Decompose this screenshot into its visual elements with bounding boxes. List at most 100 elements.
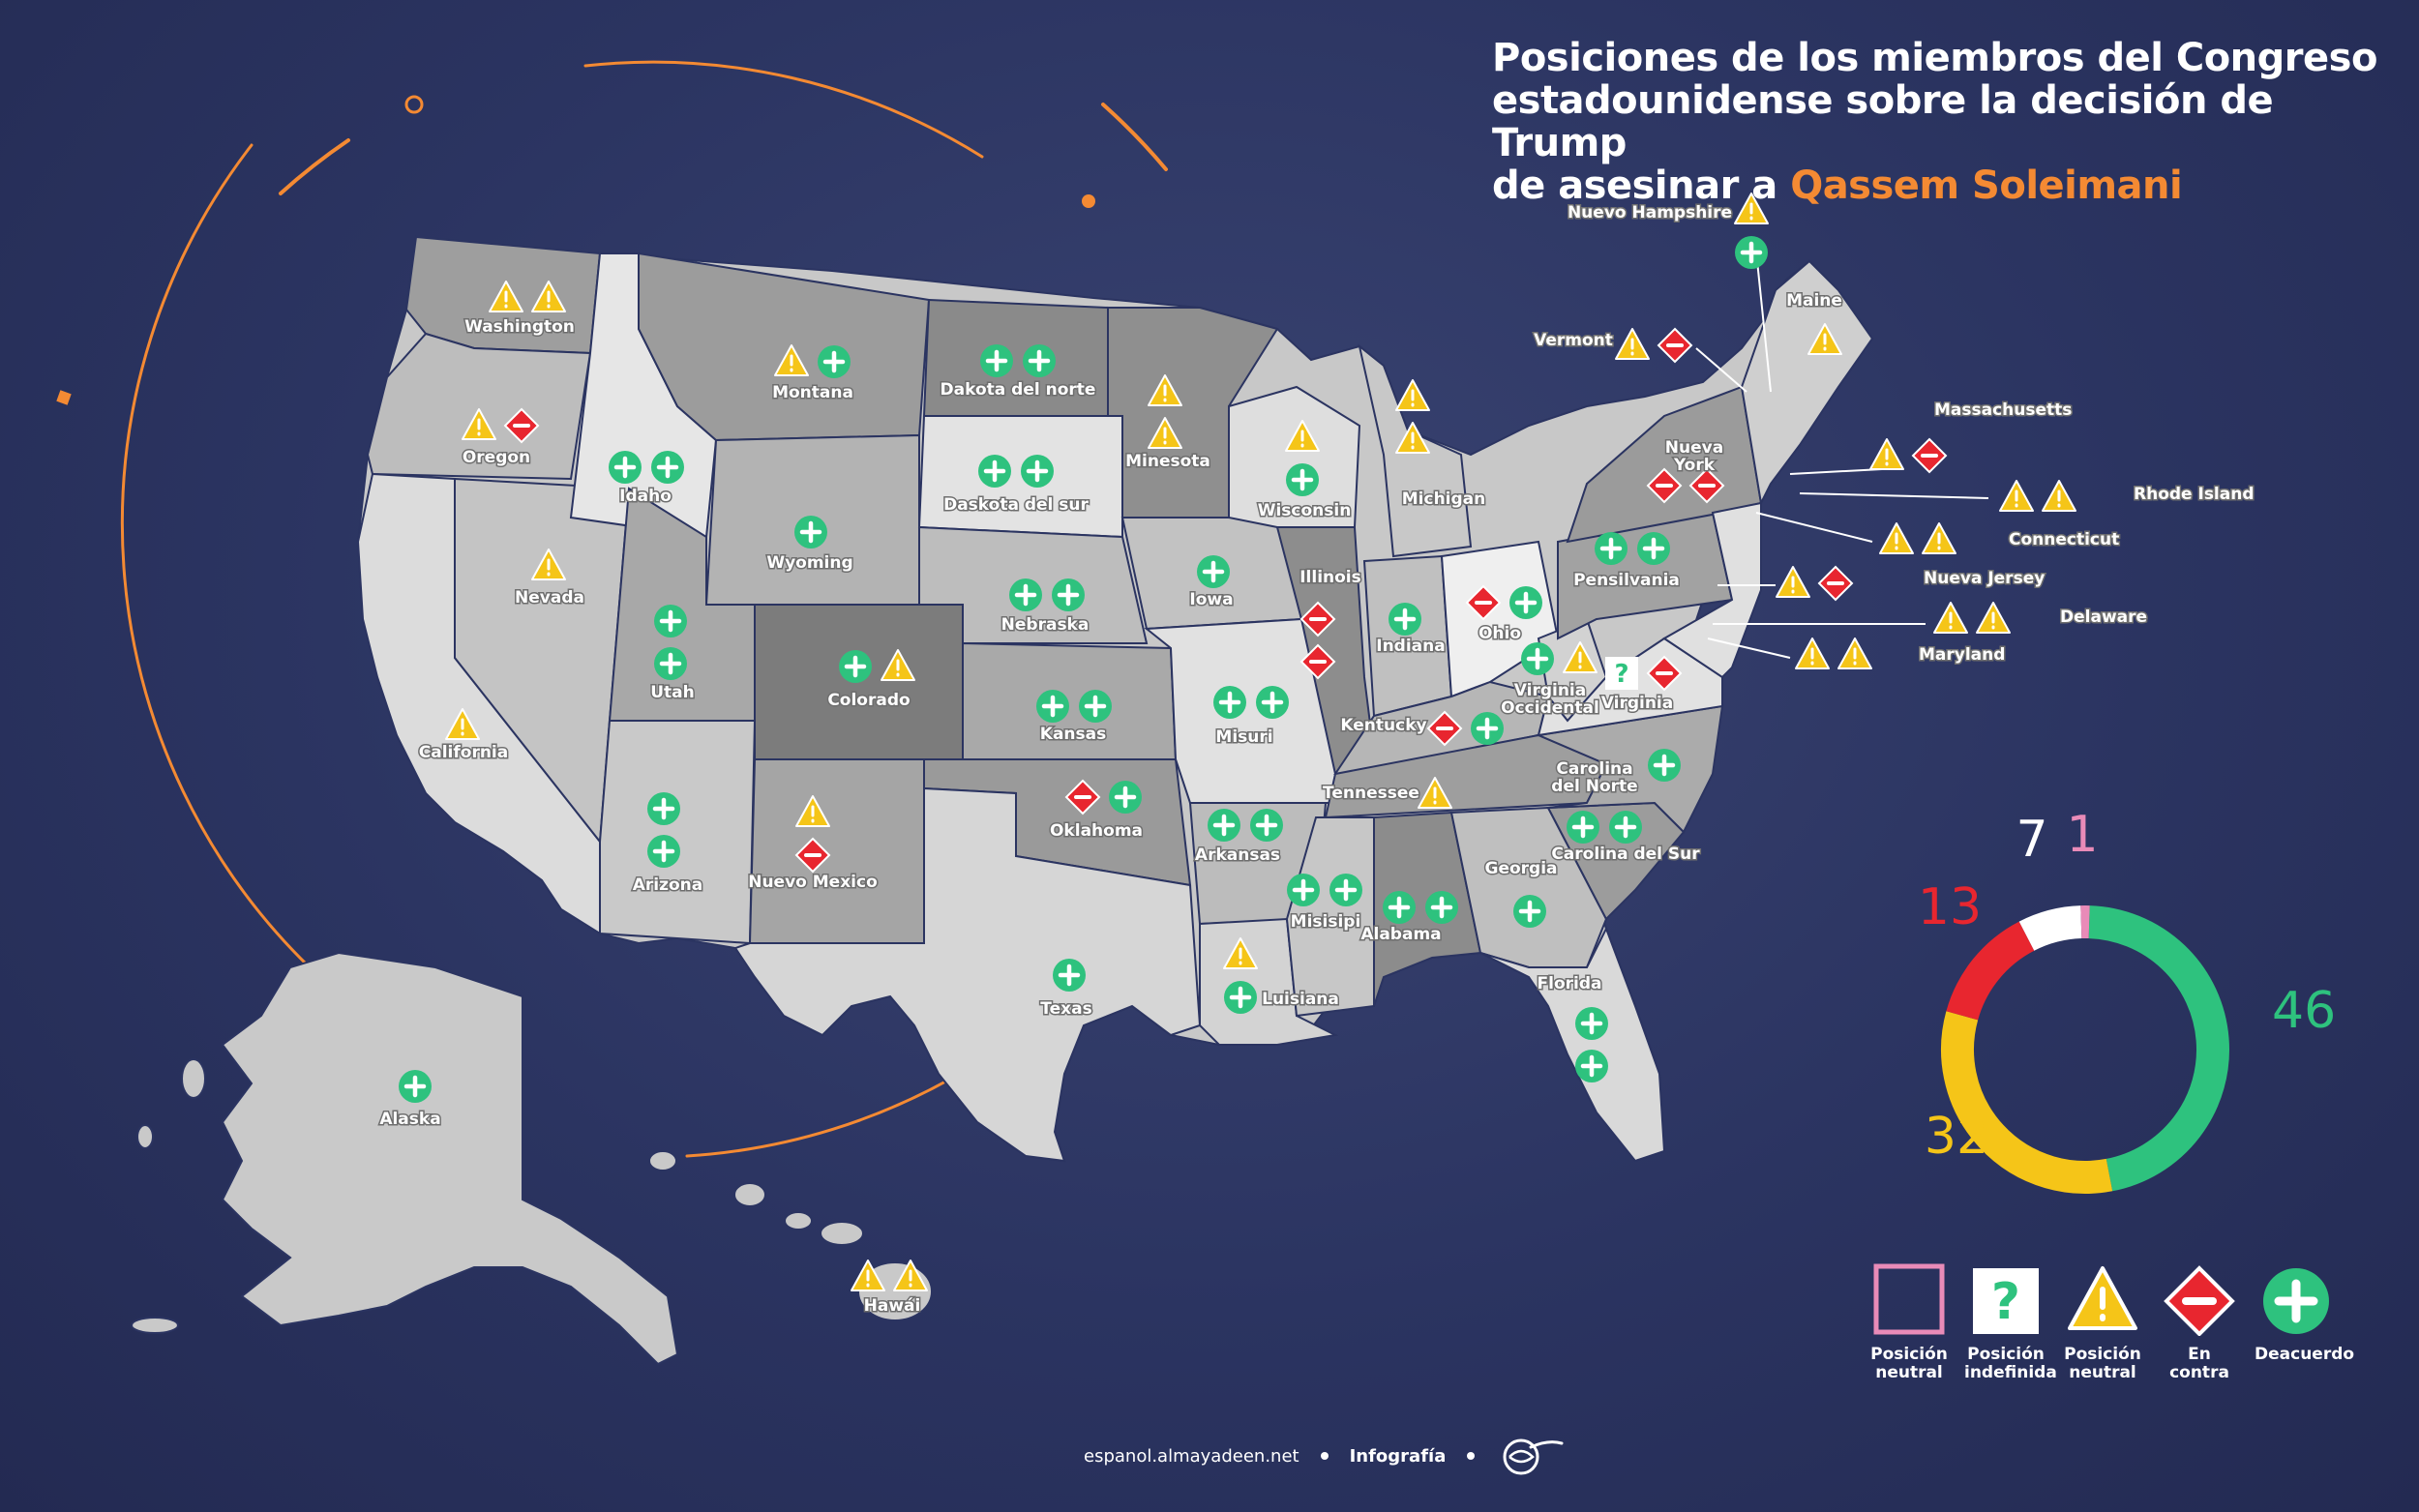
state-tile-oregon [366, 332, 592, 481]
neutral-warning-icon [445, 708, 480, 740]
agree-plus-icon [647, 835, 680, 868]
state-idaho: Idaho [609, 451, 684, 508]
against-minus-icon [1646, 655, 1683, 692]
state-delaware: Delaware [1933, 602, 2149, 634]
agree-plus-icon [654, 647, 687, 680]
state-label: Virginia [1514, 681, 1586, 700]
arc-dot-hollow [404, 95, 424, 114]
state-rhode-island: Rhode Island [1999, 480, 2255, 512]
agree-plus-icon [1250, 809, 1283, 842]
state-texas: Texas [1039, 959, 1093, 1021]
state-label: Wyoming [766, 553, 852, 573]
state-label: Nebraska [1001, 615, 1090, 635]
agree-plus-icon [1509, 586, 1542, 619]
undefined-question-icon: ? [1605, 657, 1638, 690]
state-label: Idaho [619, 487, 672, 506]
neutral-warning-icon [1807, 323, 1842, 355]
arc-bottom [685, 1067, 970, 1158]
agree-plus-icon [654, 605, 687, 637]
state-label: Wisconsin [1258, 501, 1352, 520]
footer-separator-dot [1467, 1452, 1476, 1460]
footer-site[interactable]: espanol.almayadeen.net [1084, 1445, 1299, 1467]
state-michigan: Michigan [1395, 379, 1487, 511]
agree-plus-icon [1567, 811, 1599, 844]
footer-section: Infografía [1349, 1445, 1447, 1467]
agree-plus-icon [1023, 344, 1056, 377]
agree-plus-icon [1208, 809, 1240, 842]
page-title: Posiciones de los miembros del Congreso … [1492, 37, 2382, 207]
state-tile-sd [917, 415, 1123, 539]
neutral-warning-icon [1418, 777, 1452, 809]
state-markers: Washington Oregon California Nevada Idaho Mon… [378, 193, 2255, 1318]
state-alaska: Alaska [378, 1070, 442, 1131]
state-florida: Florida [1536, 973, 1608, 1082]
agree-plus-icon [818, 345, 851, 378]
agree-plus-icon [1575, 1050, 1608, 1082]
agree-plus-icon [1383, 891, 1416, 924]
neutral-warning-icon [851, 1260, 885, 1291]
agree-plus-icon [2263, 1268, 2329, 1334]
state-label: Colorado [827, 691, 910, 710]
agree-plus-icon [1197, 555, 1230, 588]
donut-segment-neutral [1941, 1011, 2113, 1194]
neutral-warning-icon [531, 548, 566, 580]
state-wyoming: Wyoming [765, 516, 854, 575]
state-indiana: Indiana [1375, 603, 1447, 658]
donut-segment-undefined [2018, 905, 2082, 951]
state-label: Nevada [515, 588, 584, 608]
legend-label: neutral [1875, 1363, 1943, 1382]
state-label: Ohio [1478, 624, 1521, 643]
state-label: Luisiana [1262, 990, 1339, 1009]
state-label: Minesota [1125, 452, 1210, 471]
state-tile-florida [1479, 926, 1666, 1163]
usa-map [131, 235, 1874, 1366]
ne-connectors [1695, 251, 1989, 659]
arc-short-3 [1101, 103, 1168, 171]
agree-plus-icon [651, 451, 684, 484]
state-label: Rhode Island [2134, 485, 2255, 504]
state-label: California [419, 743, 508, 762]
legend-label: Posición [2064, 1345, 2141, 1364]
state-label: Nuevo Hampshire [1568, 203, 1732, 222]
state-label: Occidental [1501, 698, 1599, 718]
state-label: Illinois [1299, 568, 1361, 587]
neutral-warning-icon [795, 795, 830, 827]
state-label: Kansas [1040, 725, 1106, 744]
state-ohio: Ohio [1465, 584, 1542, 645]
state-vermont: Vermont [1533, 327, 1693, 364]
state-label: Nueva Jersey [1924, 569, 2045, 588]
neutral-warning-icon [881, 649, 915, 681]
state-nuevo-mexico: Nuevo Mexico [747, 795, 879, 894]
against-minus-icon [1817, 565, 1854, 602]
state-montana: Montana [771, 344, 854, 404]
undefined-question-icon: ? [1973, 1268, 2039, 1334]
state-label: Alabama [1360, 925, 1441, 944]
neutral-warning-icon [2042, 480, 2076, 512]
summary-donut: 46 32 13 7 1 [1918, 806, 2336, 1194]
agree-plus-icon [1109, 781, 1142, 814]
legend-label: indefinida [1964, 1363, 2057, 1382]
state-luisiana: Luisiana [1223, 937, 1340, 1014]
state-label: Nueva [1665, 438, 1723, 458]
state-minesota: Minesota [1124, 374, 1211, 473]
state-oklahoma: Oklahoma [1048, 779, 1145, 843]
footer: espanol.almayadeen.net Infografía [1084, 1434, 1564, 1478]
state-label: Misuri [1215, 727, 1272, 747]
state-kentucky: Kentucky [1339, 710, 1504, 747]
state-label: Arizona [633, 875, 703, 895]
neutral-warning-icon [1837, 637, 1872, 669]
state-oregon: Oregon [461, 407, 540, 469]
legend-item-agree: Deacuerdo [2255, 1262, 2354, 1382]
state-tile-newengland [1740, 259, 1874, 507]
state-label: Connecticut [2009, 530, 2119, 549]
legend-label: En [2188, 1345, 2211, 1364]
neutral-warning-icon [1563, 641, 1598, 673]
arc-ring [120, 143, 312, 969]
neutral-warning-icon [2068, 1266, 2137, 1330]
state-arkansas: Arkansas [1193, 809, 1283, 867]
title-line-3: de asesinar a Qassem Soleimani [1492, 164, 2382, 207]
against-minus-icon [1646, 467, 1683, 504]
alaska-island-2 [181, 1058, 206, 1099]
